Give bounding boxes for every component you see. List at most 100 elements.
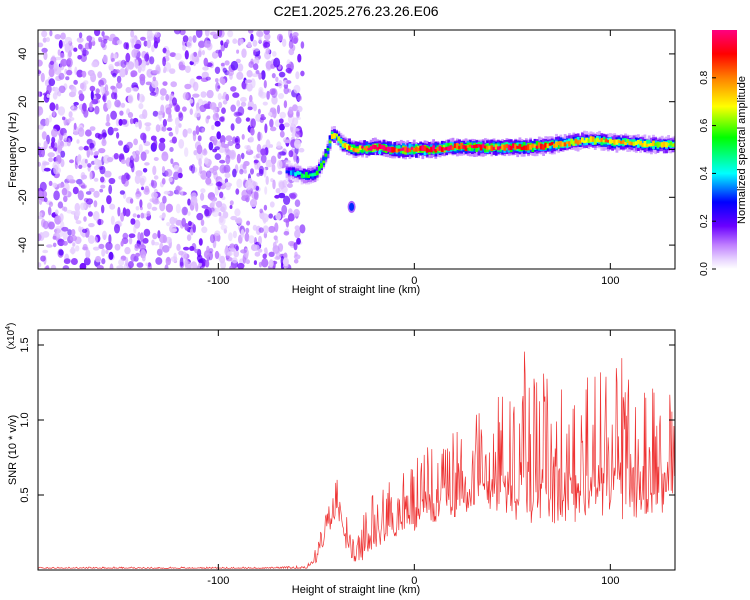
noise-blob [229,247,236,253]
noise-blob [161,178,166,185]
scale-factor-label: (x104) [5,323,17,350]
noise-blob [182,45,187,51]
colorbar-tick-label: 0.6 [699,118,710,132]
noise-blob [205,177,212,185]
noise-blob [93,211,100,221]
noise-blob [112,53,118,60]
track-cell [425,147,429,153]
noise-blob [71,85,77,96]
noise-blob [139,73,146,82]
noise-blob [61,226,69,232]
noise-blob [192,131,197,142]
noise-blob [276,141,282,149]
noise-blob [220,135,226,145]
noise-blob [77,55,82,60]
noise-blob [159,214,165,219]
noise-blob [60,150,66,158]
noise-blob [232,230,237,239]
noise-blob [68,111,73,118]
noise-blob [83,80,89,85]
noise-blob [237,262,245,269]
noise-blob [249,198,258,208]
noise-blob [182,92,189,101]
noise-blob [169,147,174,152]
track-cell [309,173,313,177]
noise-blob [78,164,83,169]
track-cell [529,144,532,150]
noise-blob [140,151,147,161]
noise-blob [93,200,98,208]
noise-blob [293,208,300,217]
noise-blob [101,129,107,139]
noise-blob [287,213,295,222]
noise-blob [229,205,233,209]
noise-blob [64,36,73,44]
noise-blob [45,37,50,43]
colorbar-gradient [712,30,737,269]
noise-blob [299,224,306,234]
noise-blob [211,210,219,218]
noise-blob [69,235,77,242]
noise-blob [123,42,128,50]
noise-blob [160,95,165,101]
noise-blob [225,93,230,102]
noise-blob [272,179,276,190]
noise-blob [246,220,251,226]
noise-blob [38,142,42,147]
noise-blob [264,33,271,41]
noise-blob [263,80,267,89]
noise-blob [133,225,137,234]
noise-blob [48,78,56,87]
noise-blob [295,155,300,164]
track-cell [611,139,614,144]
noise-blob [85,191,92,195]
track-cell [609,138,612,144]
noise-blob [145,262,149,267]
noise-blob [48,221,55,230]
bottom-snr-panel: -100 0 100 0.5 1.0 1.5 Height of straight li… [5,323,676,596]
noise-blob [197,50,202,58]
noise-blob [70,258,78,265]
noise-blob [295,71,300,80]
noise-blob [58,249,64,256]
noise-blob [145,81,152,86]
track-cell [499,146,502,149]
track-cell [662,141,666,148]
track-cell [619,141,623,144]
noise-blob [227,140,234,147]
noise-blob [199,165,203,175]
track-cell [395,145,399,152]
noise-blob [265,175,269,185]
noise-blob [248,235,255,244]
noise-blob [265,139,271,150]
noise-blob [204,157,209,165]
noise-blob [60,32,66,40]
noise-blob [126,141,133,149]
noise-blob [144,162,150,166]
track-cell [384,147,388,151]
isolated-spot-core [349,202,355,211]
noise-blob [78,32,83,39]
noise-blob [256,143,262,153]
noise-blob [204,40,212,48]
track-cell [669,141,673,146]
top-x-tick-label: -100 [207,275,229,287]
noise-blob [114,99,121,108]
noise-blob [81,49,89,56]
track-cell [369,146,373,151]
noise-blob [68,50,72,58]
noise-blob [165,49,171,57]
noise-blob [293,128,300,132]
noise-blob [100,84,104,94]
noise-blob [100,39,106,48]
noise-blob [141,254,146,262]
noise-blob [147,262,152,268]
track-cell [488,145,492,150]
noise-blob [283,122,290,128]
noise-blob [241,134,245,140]
noise-blob [125,52,131,63]
top-x-tick-label: 100 [601,275,619,287]
noise-blob [39,181,47,192]
scale-factor-prefix: (x10 [6,329,17,349]
